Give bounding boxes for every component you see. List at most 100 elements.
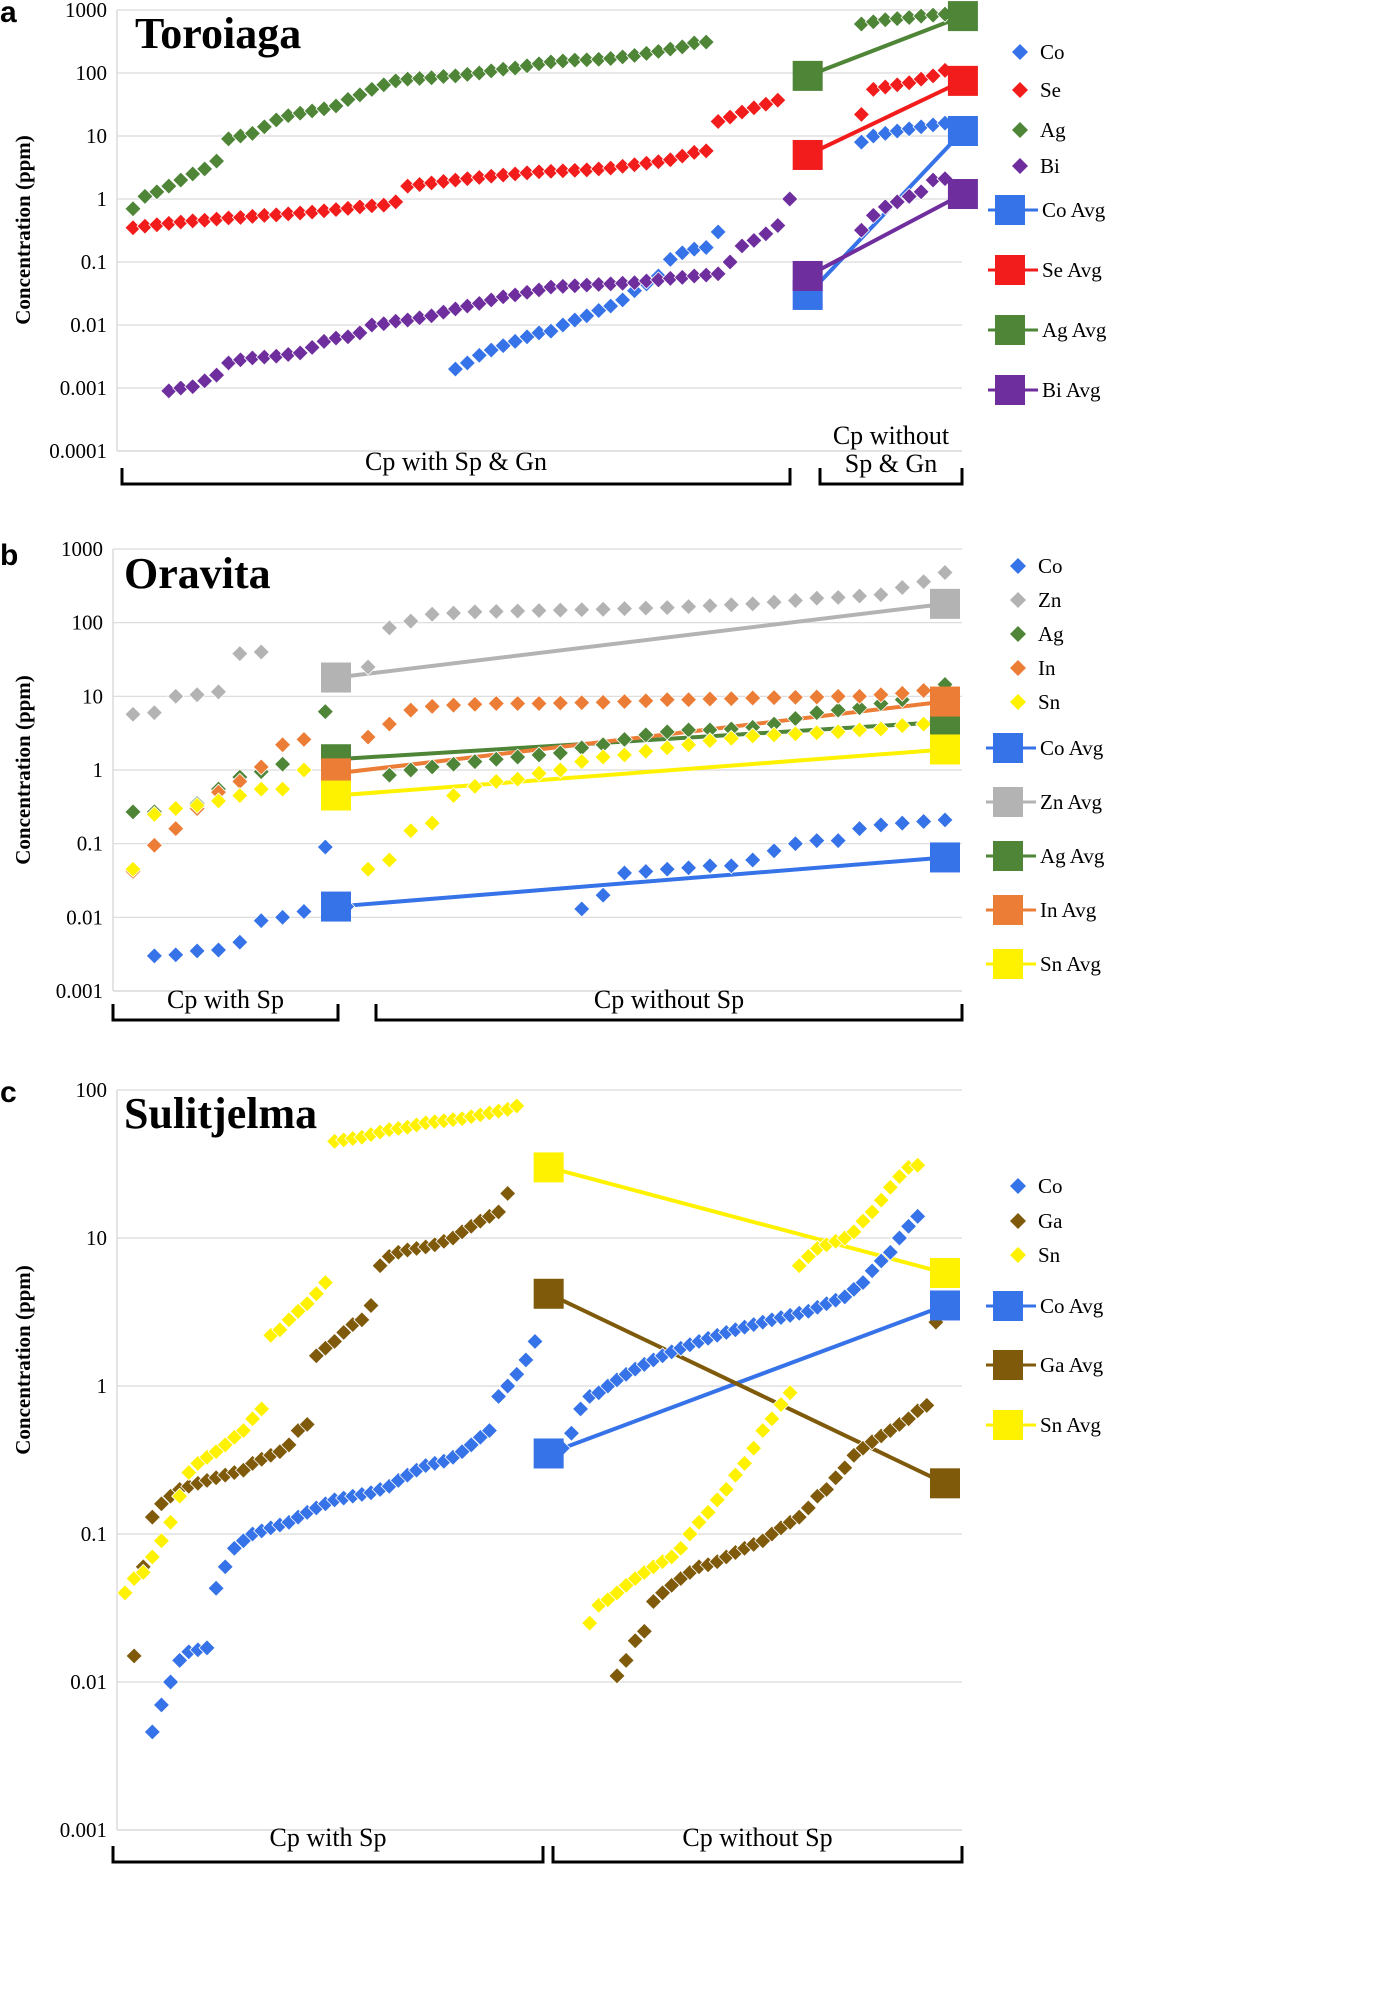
legend-label: Sn Avg bbox=[1040, 1413, 1101, 1437]
average-line-zn bbox=[335, 601, 946, 680]
data-point-in bbox=[872, 686, 890, 704]
y-tick-label: 1000 bbox=[65, 0, 107, 22]
data-point-co bbox=[252, 912, 270, 930]
data-point-co bbox=[765, 842, 783, 860]
data-point-co bbox=[167, 946, 185, 964]
data-point-sn bbox=[289, 1302, 307, 1320]
data-point-zn bbox=[551, 601, 569, 619]
data-point-se bbox=[530, 163, 548, 181]
average-line-ga bbox=[547, 1291, 946, 1486]
legend-diamond-icon bbox=[1012, 82, 1028, 98]
data-point-bi bbox=[351, 324, 369, 342]
data-point-ag bbox=[208, 152, 226, 170]
data-point-sn bbox=[786, 725, 804, 743]
data-point-ag bbox=[487, 750, 505, 768]
legend-label: Co Avg bbox=[1042, 198, 1106, 222]
y-tick-label: 0.001 bbox=[60, 1818, 107, 1842]
data-point-se bbox=[542, 162, 560, 180]
legend-diamond-icon bbox=[1012, 158, 1028, 174]
y-tick-label: 0.01 bbox=[70, 313, 107, 337]
data-point-co bbox=[542, 322, 560, 340]
data-point-zn bbox=[380, 619, 398, 637]
data-point-co bbox=[207, 1579, 225, 1597]
average-point-sn bbox=[930, 1258, 960, 1289]
legend-label: In bbox=[1038, 656, 1056, 680]
data-point-sn bbox=[594, 748, 612, 766]
data-point-ag bbox=[339, 90, 357, 109]
panel-letter: c bbox=[0, 1076, 17, 1109]
data-point-zn bbox=[573, 601, 591, 619]
data-point-co bbox=[188, 942, 206, 960]
average-line-ag bbox=[806, 14, 964, 78]
legend-square-icon bbox=[993, 1350, 1023, 1380]
data-point-ag bbox=[786, 709, 804, 728]
data-point-in bbox=[423, 697, 441, 715]
data-point-co bbox=[614, 291, 632, 309]
data-point-co bbox=[462, 1436, 480, 1454]
data-point-sn bbox=[423, 814, 441, 832]
data-point-zn bbox=[850, 587, 869, 605]
plot-title: Toroiaga bbox=[135, 9, 301, 58]
data-point-in bbox=[551, 694, 569, 712]
data-point-bi bbox=[852, 221, 870, 239]
average-line-ag bbox=[335, 719, 946, 762]
data-point-ga bbox=[644, 1592, 663, 1611]
legend-label: Bi bbox=[1040, 154, 1060, 178]
data-point-sn bbox=[799, 1247, 817, 1266]
data-point-sn bbox=[681, 1525, 699, 1543]
y-tick-label: 0.01 bbox=[66, 905, 103, 929]
average-point-ga bbox=[930, 1468, 960, 1499]
data-point-ag bbox=[509, 748, 527, 766]
data-point-ag bbox=[551, 744, 569, 762]
data-point-sn bbox=[781, 1384, 799, 1402]
data-point-sn bbox=[637, 742, 655, 760]
y-tick-label: 100 bbox=[72, 611, 104, 635]
data-point-se bbox=[852, 105, 870, 123]
data-point-in bbox=[167, 820, 185, 838]
data-point-bi bbox=[745, 231, 763, 249]
data-point-sn bbox=[722, 729, 740, 747]
data-point-ag bbox=[399, 70, 417, 88]
plot-title: Oravita bbox=[124, 549, 271, 598]
data-point-se bbox=[184, 212, 202, 230]
data-point-co bbox=[152, 1696, 171, 1714]
data-point-ag bbox=[351, 86, 369, 104]
data-point-sn bbox=[881, 1178, 899, 1196]
data-point-zn bbox=[658, 599, 676, 617]
data-point-co bbox=[143, 1723, 161, 1741]
legend-label: Zn bbox=[1038, 588, 1062, 612]
data-point-co bbox=[829, 832, 847, 850]
data-point-sn bbox=[180, 1464, 198, 1482]
data-point-co bbox=[936, 811, 954, 829]
data-point-sn bbox=[735, 1454, 754, 1472]
data-point-ga bbox=[790, 1508, 808, 1526]
data-point-bi bbox=[781, 190, 799, 208]
legend-label: Se bbox=[1040, 78, 1061, 102]
legend-square-icon bbox=[995, 255, 1025, 285]
data-point-sn bbox=[745, 1439, 763, 1457]
average-point-co bbox=[321, 891, 351, 922]
data-point-zn bbox=[530, 601, 548, 620]
data-point-sn bbox=[690, 1513, 708, 1531]
data-point-bi bbox=[184, 378, 202, 396]
legend-label: Co bbox=[1038, 554, 1063, 578]
legend-label: Se Avg bbox=[1042, 258, 1102, 282]
legend-label: Co Avg bbox=[1040, 1294, 1104, 1318]
data-point-ag bbox=[850, 699, 869, 717]
legend-label: Co Avg bbox=[1040, 736, 1104, 760]
data-point-sn bbox=[167, 799, 185, 818]
data-point-ag bbox=[466, 753, 484, 771]
data-point-ag bbox=[808, 704, 826, 722]
data-point-in bbox=[658, 691, 676, 709]
data-point-ag bbox=[380, 766, 398, 784]
data-point-co bbox=[808, 832, 826, 850]
data-point-in bbox=[615, 692, 634, 711]
y-tick-label: 0.0001 bbox=[49, 439, 107, 463]
data-point-co bbox=[854, 1273, 872, 1292]
data-point-zn bbox=[487, 602, 505, 621]
legend-label: Ag Avg bbox=[1040, 844, 1105, 868]
data-point-se bbox=[864, 80, 882, 98]
legend-label: Ag bbox=[1038, 622, 1064, 646]
data-point-se bbox=[219, 209, 238, 227]
data-point-bi bbox=[769, 216, 787, 235]
